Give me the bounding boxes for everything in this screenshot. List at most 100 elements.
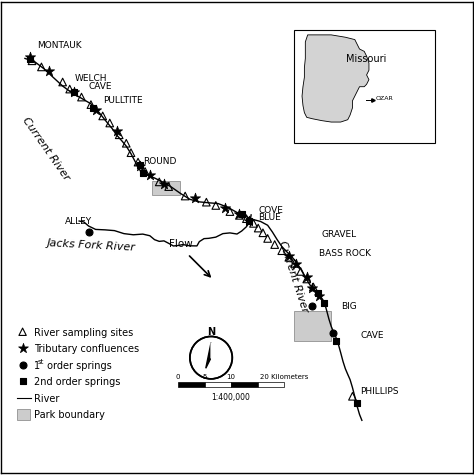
Text: Missouri: Missouri (346, 54, 387, 64)
Point (45, 68, 52, 75)
Point (314, 290, 322, 298)
Point (310, 284, 317, 291)
Text: ALLEY: ALLEY (65, 216, 92, 225)
Point (59, 79, 66, 87)
Text: MONTAUK: MONTAUK (36, 41, 82, 50)
Point (115, 132, 123, 139)
Bar (17, 410, 30, 420)
Point (309, 302, 316, 310)
Bar (205, 382, 231, 387)
Text: CAVE: CAVE (360, 330, 384, 339)
Point (245, 218, 253, 225)
Text: ROUND: ROUND (143, 157, 176, 166)
Point (320, 300, 328, 307)
Text: River sampling sites: River sampling sites (35, 327, 134, 337)
Point (309, 285, 316, 292)
Point (141, 169, 149, 176)
Point (92, 107, 100, 115)
Point (202, 199, 210, 207)
Point (221, 205, 229, 212)
Text: COVE: COVE (258, 205, 283, 214)
Point (122, 140, 130, 148)
Point (28, 58, 36, 66)
Bar (293, 31, 435, 144)
Point (26, 57, 34, 64)
Point (259, 229, 267, 237)
Point (99, 113, 107, 120)
Polygon shape (293, 311, 331, 341)
Point (236, 211, 243, 218)
Point (332, 337, 340, 345)
Point (71, 89, 78, 97)
Point (19, 361, 27, 369)
Point (285, 253, 292, 261)
Point (26, 55, 34, 62)
Point (212, 202, 219, 210)
Point (127, 149, 135, 157)
Point (90, 105, 97, 112)
Text: 0: 0 (176, 373, 180, 379)
Text: PHILLIPS: PHILLIPS (360, 387, 399, 395)
Text: 1: 1 (35, 360, 40, 370)
Text: order springs: order springs (44, 360, 111, 370)
Point (155, 178, 163, 186)
Text: WELCH: WELCH (74, 74, 107, 83)
Text: Tributary confluences: Tributary confluences (35, 344, 139, 354)
Point (329, 329, 337, 337)
Text: Flow: Flow (169, 239, 192, 249)
Point (243, 215, 250, 223)
Point (354, 400, 361, 407)
Text: PULLTITE: PULLTITE (103, 96, 142, 105)
Point (238, 211, 246, 218)
Point (19, 377, 27, 385)
Point (297, 268, 304, 276)
Point (191, 195, 199, 203)
Text: 10: 10 (227, 373, 236, 379)
Point (291, 260, 298, 268)
Circle shape (190, 337, 232, 379)
Point (349, 393, 356, 400)
Text: N: N (207, 326, 215, 336)
Bar (257, 382, 284, 387)
Point (316, 292, 323, 300)
Point (139, 170, 146, 178)
Point (87, 101, 95, 109)
Text: CAVE: CAVE (89, 82, 112, 91)
Point (160, 180, 168, 188)
Point (278, 248, 285, 255)
Text: 5: 5 (202, 373, 207, 379)
Point (303, 274, 310, 281)
Point (255, 225, 262, 232)
Text: GRAVEL: GRAVEL (322, 230, 357, 239)
Polygon shape (302, 36, 369, 123)
Point (137, 163, 144, 170)
Point (37, 64, 45, 71)
Point (113, 128, 120, 135)
Text: BIG: BIG (341, 302, 356, 311)
Text: Current River: Current River (277, 238, 310, 313)
Point (264, 235, 272, 243)
Text: River: River (35, 393, 60, 403)
Text: 2nd order springs: 2nd order springs (35, 377, 121, 387)
Text: OZAR: OZAR (376, 96, 394, 101)
Bar (231, 382, 257, 387)
Text: 20 Kilometers: 20 Kilometers (260, 373, 308, 379)
Point (106, 120, 114, 128)
Text: BASS ROCK: BASS ROCK (319, 248, 371, 258)
Point (146, 172, 154, 179)
Text: Current River: Current River (21, 115, 72, 182)
Point (245, 218, 253, 225)
Text: BLUE: BLUE (258, 212, 281, 221)
Point (303, 276, 310, 283)
Point (236, 212, 243, 220)
Point (19, 345, 27, 352)
Point (292, 261, 300, 268)
Point (19, 328, 27, 336)
Polygon shape (152, 181, 181, 196)
Point (250, 220, 257, 228)
Point (78, 94, 85, 102)
Point (66, 86, 73, 94)
Point (134, 159, 142, 167)
Polygon shape (211, 343, 217, 368)
Bar (178, 382, 205, 387)
